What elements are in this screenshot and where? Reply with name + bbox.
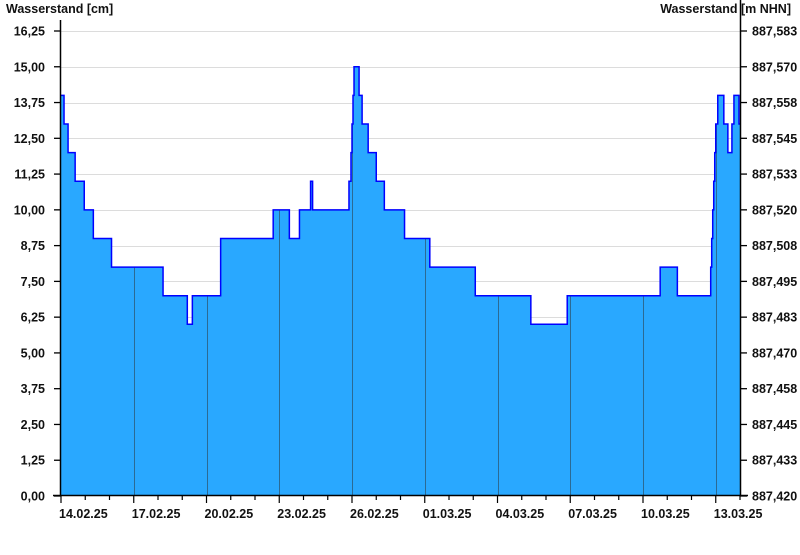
y-tick-label-left: 12,50 xyxy=(14,132,45,146)
y-tick-label-left: 13,75 xyxy=(14,96,45,110)
y-tick-label-left: 16,25 xyxy=(14,25,45,39)
y-tick-label-right: 887,495 xyxy=(752,275,797,289)
y-tick-label-right: 887,545 xyxy=(752,132,797,146)
x-tick-label: 07.03.25 xyxy=(568,507,617,521)
y-tick-label-left: 7,50 xyxy=(21,275,45,289)
x-tick-label: 26.02.25 xyxy=(350,507,399,521)
y-tick-label-left: 5,00 xyxy=(21,346,45,360)
y-tick-label-right: 887,558 xyxy=(752,96,797,110)
x-tick-label: 17.02.25 xyxy=(132,507,181,521)
x-tick-label: 13.03.25 xyxy=(714,507,763,521)
y-tick-label-left: 1,25 xyxy=(21,454,45,468)
water-level-line xyxy=(61,66,740,326)
y-tick-label-left: 6,25 xyxy=(21,311,45,325)
right-axis-title: Wasserstand [m NHN] xyxy=(660,2,791,16)
left-axis-title: Wasserstand [cm] xyxy=(6,2,113,16)
y-tick-label-left: 8,75 xyxy=(21,239,45,253)
y-tick-label-right: 887,508 xyxy=(752,239,797,253)
y-tick-label-left: 15,00 xyxy=(14,60,45,74)
x-tick-label: 10.03.25 xyxy=(641,507,690,521)
y-tick-label-right: 887,570 xyxy=(752,60,797,74)
y-tick-label-left: 2,50 xyxy=(21,418,45,432)
x-tick-label: 01.03.25 xyxy=(423,507,472,521)
y-tick-label-left: 11,25 xyxy=(14,168,45,182)
y-tick-label-right: 887,458 xyxy=(752,382,797,396)
y-tick-label-left: 10,00 xyxy=(14,203,45,217)
x-tick-label: 23.02.25 xyxy=(277,507,326,521)
y-tick-label-right: 887,533 xyxy=(752,168,797,182)
y-tick-label-right: 887,483 xyxy=(752,311,797,325)
x-tick-label: 14.02.25 xyxy=(59,507,108,521)
y-tick-label-right: 887,520 xyxy=(752,203,797,217)
x-tick-label: 20.02.25 xyxy=(205,507,254,521)
x-tick-label: 04.03.25 xyxy=(496,507,545,521)
y-tick-label-left: 0,00 xyxy=(21,490,45,504)
y-tick-label-right: 887,583 xyxy=(752,25,797,39)
y-tick-label-left: 3,75 xyxy=(21,382,45,396)
y-tick-label-right: 887,445 xyxy=(752,418,797,432)
y-tick-label-right: 887,420 xyxy=(752,490,797,504)
y-tick-label-right: 887,470 xyxy=(752,346,797,360)
y-tick-label-right: 887,433 xyxy=(752,454,797,468)
